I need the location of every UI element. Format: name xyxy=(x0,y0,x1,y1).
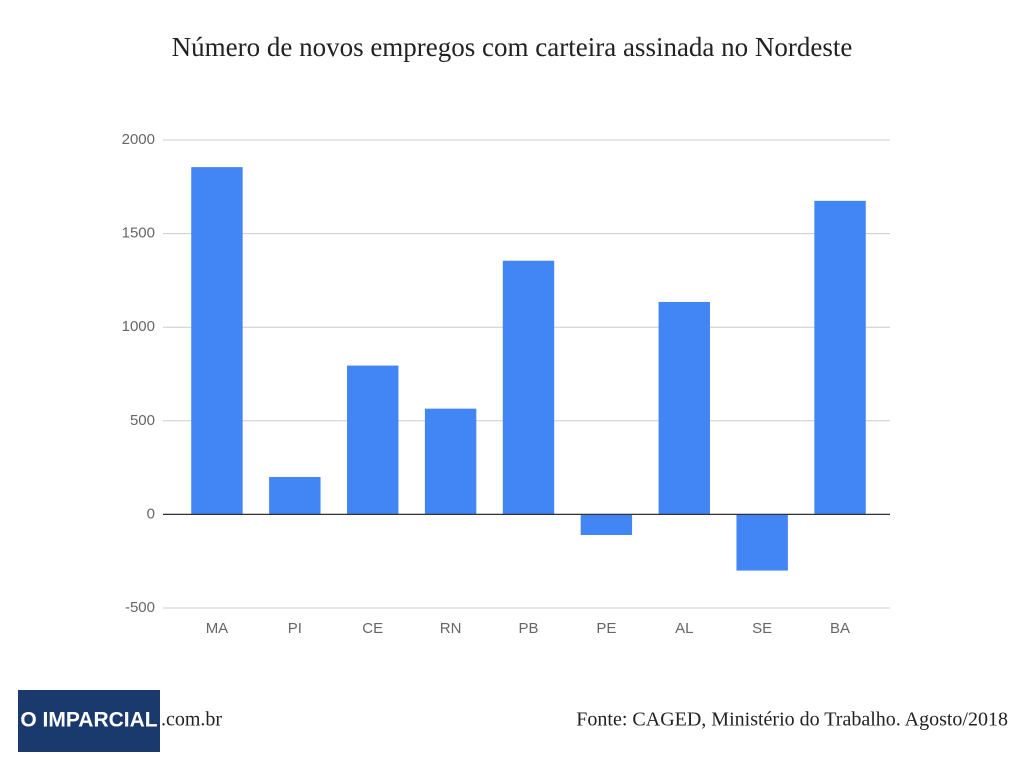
bar xyxy=(814,200,866,515)
x-tick-label: PB xyxy=(518,620,538,637)
y-tick-label: 1500 xyxy=(122,225,155,242)
chart-title: Número de novos empregos com carteira as… xyxy=(172,32,853,62)
bar xyxy=(424,408,477,515)
logo: O IMPARCIAL xyxy=(20,709,157,732)
y-tick-label: -500 xyxy=(125,599,155,616)
y-tick-label: 0 xyxy=(147,505,155,522)
bar xyxy=(658,301,710,515)
y-tick-label: 500 xyxy=(130,412,155,429)
bar xyxy=(269,476,321,515)
x-tick-label: PI xyxy=(288,620,302,637)
x-tick-label: AL xyxy=(675,620,693,637)
source: Fonte: CAGED, Ministério do Trabalho. Ag… xyxy=(576,709,1008,731)
logo-box xyxy=(18,690,160,752)
x-tick-label: MA xyxy=(206,620,229,637)
x-tick-label: BA xyxy=(830,620,850,637)
x-tick-label: CE xyxy=(362,620,383,637)
y-tick-label: 1000 xyxy=(122,318,155,335)
bar xyxy=(736,514,788,571)
bar xyxy=(191,167,243,515)
bar xyxy=(580,514,633,535)
y-tick-label: 2000 xyxy=(122,131,155,148)
x-tick-label: PE xyxy=(596,620,616,637)
logo-suffix: .com.br xyxy=(161,709,222,731)
x-tick-label: RN xyxy=(440,620,462,637)
x-tick-label: SE xyxy=(752,620,772,637)
bar xyxy=(347,365,399,515)
bar xyxy=(502,260,555,515)
